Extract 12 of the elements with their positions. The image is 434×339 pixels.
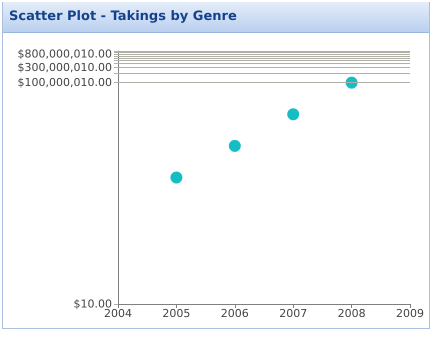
x-tick-label: 2008 xyxy=(338,307,366,320)
point xyxy=(287,108,300,120)
x-tick-label: 2005 xyxy=(162,307,190,320)
point xyxy=(228,140,241,152)
x-tick-label: 2007 xyxy=(279,307,308,320)
y-tick-label: $800,000,010.00 xyxy=(18,48,112,61)
point xyxy=(170,172,182,184)
chart-title: Scatter Plot - Takings by Genre xyxy=(3,2,429,33)
y-tick-label: $100,000,010.00 xyxy=(18,76,112,90)
y-tick-label: $300,000,010.00 xyxy=(18,61,112,74)
x-tick-label: 2006 xyxy=(220,307,249,320)
x-tick-label: 2009 xyxy=(396,307,424,320)
